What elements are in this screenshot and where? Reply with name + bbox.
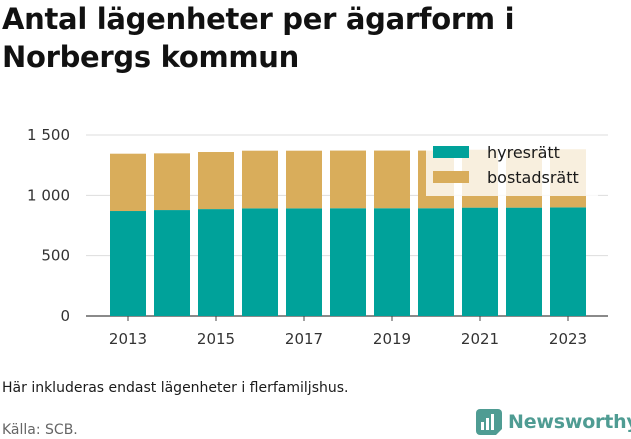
chart-note: Här inkluderas endast lägenheter i flerf… [2,380,349,396]
axes: 0 500 1 000 1 500 2013 2015 2017 2019 2021 2023 [27,126,587,348]
legend: hyresrätt bostadsrätt [426,140,598,196]
bar-hyresratt-2020 [418,208,454,316]
newsworthy-chart-icon [476,409,502,435]
legend-swatch [433,146,469,158]
x-tick-label: 2019 [373,330,411,348]
newsworthy-logo: Newsworthy [476,406,631,438]
chart-title: Antal lägenheter per ägarform i Norbergs… [2,2,515,74]
bar-hyresratt-2016 [242,208,278,316]
bar-bostadsratt-2017 [286,150,322,209]
bar-hyresratt-2023 [550,207,586,316]
bar-bostadsratt-2014 [154,153,190,211]
bar-hyresratt-2017 [286,208,322,316]
bar-bostadsratt-2016 [242,150,278,209]
stacked-bar-chart: 0 500 1 000 1 500 2013 2015 2017 2019 2021 2023 h… [27,126,608,348]
chart-source: Källa: SCB. [2,422,78,438]
bar-hyresratt-2021 [462,207,498,316]
bar-hyresratt-2015 [198,209,234,316]
bar-hyresratt-2019 [374,208,410,316]
bar-bostadsratt-2013 [110,153,146,212]
x-tick-label: 2023 [549,330,587,348]
legend-label: hyresrätt [487,143,560,162]
y-tick-label: 1 000 [27,186,70,204]
bar-hyresratt-2014 [154,210,190,316]
bar-bostadsratt-2015 [198,152,234,210]
bar-bostadsratt-2018 [330,150,366,209]
bar-hyresratt-2013 [110,211,146,316]
bar-hyresratt-2022 [506,207,542,316]
legend-swatch [433,171,469,183]
bar-bostadsratt-2019 [374,150,410,209]
x-tick-label: 2015 [197,330,235,348]
y-tick-label: 0 [60,307,70,325]
brand-name: Newsworthy [508,411,631,433]
legend-label: bostadsrätt [487,168,579,187]
y-tick-label: 1 500 [27,126,70,144]
x-tick-label: 2013 [109,330,147,348]
x-tick-label: 2017 [285,330,323,348]
bar-hyresratt-2018 [330,208,366,316]
y-tick-label: 500 [41,247,70,265]
x-tick-label: 2021 [461,330,499,348]
